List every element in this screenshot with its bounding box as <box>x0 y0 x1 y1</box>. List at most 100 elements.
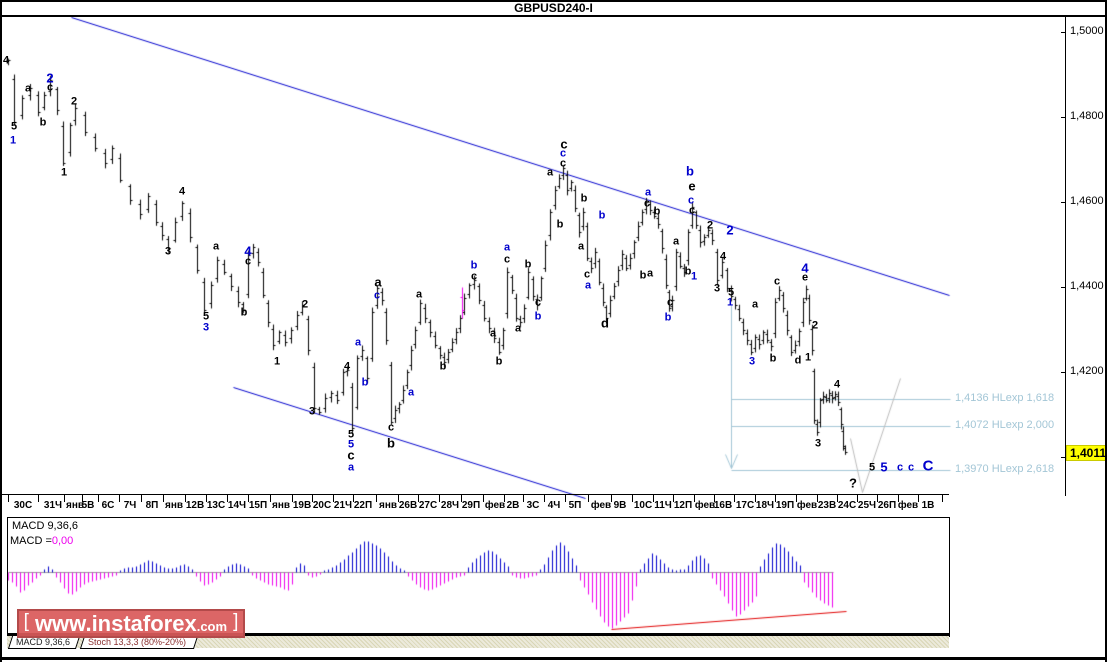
time-tick-mark <box>141 495 142 502</box>
window-bottom-border <box>0 657 1107 660</box>
wave-label: b <box>556 218 564 231</box>
time-axis-label: фев <box>796 500 818 511</box>
wave-label: 5 <box>727 286 735 299</box>
wave-label: 3 <box>713 282 721 295</box>
price-tick-label: 1,4400 <box>1070 280 1104 292</box>
wave-label: c <box>643 197 651 210</box>
fibo-level-label: 1,3970 HLexp 2,618 <box>955 463 1055 475</box>
price-tick-mark <box>1061 117 1066 118</box>
wave-label: 3 <box>814 437 822 450</box>
price-tick-mark <box>1061 202 1066 203</box>
current-price-badge: 1,4011 <box>1066 445 1107 461</box>
time-tick-mark <box>877 495 878 502</box>
wave-label: 3 <box>308 405 316 418</box>
time-axis-label: 25Ч <box>857 500 877 511</box>
wave-label: a <box>644 186 652 199</box>
time-tick-mark <box>755 495 756 502</box>
wave-label: 2 <box>811 319 819 332</box>
wave-label: d <box>794 354 802 367</box>
wave-label: 5 <box>880 459 888 475</box>
wave-label: a <box>489 327 497 340</box>
time-axis-label: 22П <box>353 500 373 511</box>
wave-label: c <box>560 136 568 152</box>
wave-label: a <box>672 235 680 248</box>
time-axis-label: 2В <box>506 500 520 511</box>
wave-label: c <box>687 194 695 207</box>
wave-label: b <box>534 310 542 323</box>
time-axis-label: 31Ч <box>43 500 63 511</box>
wave-label: c <box>244 255 252 268</box>
time-tick-mark <box>632 495 633 502</box>
time-axis-label: янв <box>65 500 85 511</box>
time-tick-mark <box>98 495 99 502</box>
time-tick-mark <box>918 495 919 502</box>
macd-params-label: MACD 9,36,6 <box>12 520 79 532</box>
time-axis-label: 5П <box>568 500 582 511</box>
time-axis-label: 26В <box>398 500 418 511</box>
time-axis-label: 28Ч <box>440 500 460 511</box>
tab-stoch-label[interactable]: Stoch 13,3,3 (80%-20%) <box>88 637 187 647</box>
wave-label: e <box>688 178 696 194</box>
wave-label: a <box>503 241 511 254</box>
wave-label: c <box>896 461 904 474</box>
wave-label: b <box>664 311 672 324</box>
wave-label: 3 <box>202 321 210 334</box>
wave-label: b <box>361 376 369 389</box>
wave-label: a <box>577 240 585 253</box>
time-tick-mark <box>333 495 334 502</box>
wave-label: a <box>374 274 382 290</box>
wave-label: a <box>415 288 423 301</box>
wave-label: 4 <box>244 243 252 259</box>
price-tick-label: 1,4200 <box>1070 365 1104 377</box>
time-tick-mark <box>942 495 943 502</box>
wave-label: b <box>39 116 47 129</box>
wave-label: 3 <box>164 245 172 258</box>
time-tick-mark <box>837 495 838 502</box>
wave-label: b <box>495 355 503 368</box>
time-tick-mark <box>523 495 524 502</box>
price-tick-mark <box>1061 372 1066 373</box>
chart-title: GBPUSD240-I <box>2 2 1105 17</box>
time-axis-label: 1В <box>921 500 935 511</box>
time-tick-mark <box>185 495 186 502</box>
wave-label: 1 <box>273 355 281 368</box>
time-tick-mark <box>398 495 399 502</box>
instaforex-watermark: [ www.instaforex .com ] <box>17 609 245 638</box>
time-tick-mark <box>504 495 505 502</box>
wave-label: 5 <box>202 310 210 323</box>
time-axis-label: 5В <box>81 500 95 511</box>
time-tick-mark <box>817 495 818 502</box>
time-axis-label: 18Ч <box>755 500 775 511</box>
logo-tld-text: .com <box>196 619 228 634</box>
time-tick-mark <box>248 495 249 502</box>
wave-label: b <box>524 258 532 271</box>
tab-macd-label[interactable]: MACD 9,36,6 <box>16 637 71 647</box>
wave-label: 3 <box>748 355 756 368</box>
wave-label: 1 <box>690 270 698 283</box>
time-tick-mark <box>734 495 735 502</box>
wave-label: a <box>546 166 554 179</box>
time-tick-mark <box>206 495 207 502</box>
time-tick-mark <box>8 495 9 502</box>
time-tick-mark <box>775 495 776 502</box>
macd-value-label: MACD =0,00 <box>10 535 73 547</box>
wave-label: b <box>653 205 661 218</box>
wave-label: c <box>373 289 381 302</box>
wave-label: b <box>684 265 692 278</box>
time-axis-label: фев <box>897 500 919 511</box>
wave-label: c <box>387 421 395 434</box>
wave-label: c <box>470 270 478 283</box>
time-tick-mark <box>611 495 612 502</box>
fibo-level-label: 1,4136 HLexp 1,618 <box>955 392 1055 404</box>
wave-label: a <box>354 336 362 349</box>
indicator-tab-strip <box>7 636 949 648</box>
time-tick-mark <box>565 495 566 502</box>
wave-label: 2 <box>46 70 54 86</box>
wave-label: 4 <box>801 260 809 276</box>
wave-label: b <box>470 259 478 272</box>
wave-label: c <box>666 296 674 309</box>
time-axis-label: фев <box>694 500 716 511</box>
time-axis-label: 29П <box>461 500 481 511</box>
wave-label: c <box>46 81 54 94</box>
macd-value-prefix: MACD = <box>10 535 52 547</box>
